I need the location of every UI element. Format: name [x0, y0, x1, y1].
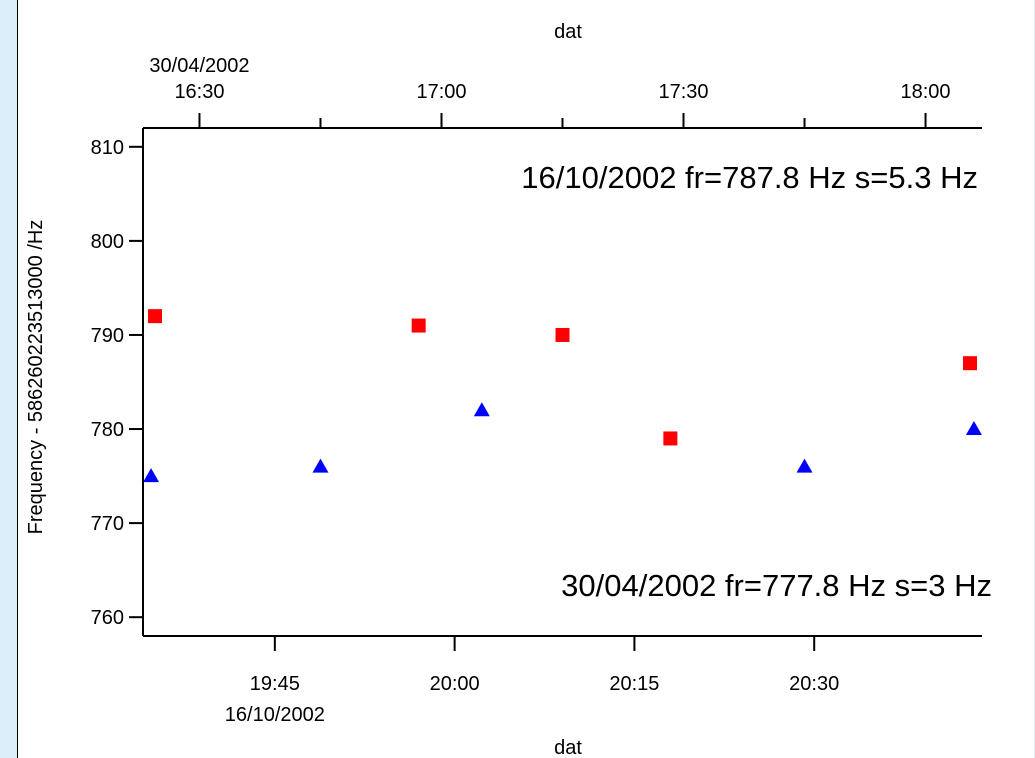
- data-point-triangle: [143, 468, 160, 483]
- bottom-x-tick-label: 20:00: [430, 673, 480, 695]
- data-point-square: [411, 318, 426, 333]
- data-point-square: [963, 356, 978, 371]
- bottom-x-tick-label: 20:15: [609, 673, 659, 695]
- data-point-square: [147, 309, 162, 324]
- y-axis-label: Frequency - 586260223513000 /Hz: [25, 220, 47, 535]
- data-point-square: [663, 431, 678, 446]
- y-tick-label: 770: [91, 513, 124, 535]
- y-tick-label: 790: [91, 325, 124, 347]
- data-markers: [143, 309, 982, 483]
- y-tick-label: 760: [91, 607, 124, 629]
- y-tick-label: 780: [91, 419, 124, 441]
- top-x-date-label: 30/04/2002: [149, 55, 249, 77]
- data-point-triangle: [473, 402, 490, 417]
- bottom-x-date-label: 16/10/2002: [225, 704, 325, 726]
- top-x-axis-label: dat: [554, 21, 582, 43]
- bottom-x-tick-label: 20:30: [789, 673, 839, 695]
- bottom-x-tick-labels: 19:45 20:00 20:15 20:30: [250, 673, 839, 695]
- top-x-tick-label: 17:00: [416, 81, 466, 103]
- series-annotation-blue: 30/04/2002 fr=777.8 Hz s=3 Hz: [561, 568, 992, 603]
- series-annotation-red: 16/10/2002 fr=787.8 Hz s=5.3 Hz: [521, 160, 978, 195]
- chart-frame: 760 770 780 790 800 810 16:30 17:00 17:30 18:00 …: [17, 0, 1034, 758]
- data-point-triangle: [965, 421, 982, 436]
- data-point-triangle: [312, 458, 329, 473]
- top-x-tick-label: 16:30: [174, 81, 224, 103]
- top-x-tick-label: 18:00: [900, 81, 950, 103]
- bottom-x-axis-label: dat: [554, 737, 582, 758]
- data-point-square: [555, 327, 570, 342]
- plot-frame: [142, 127, 982, 637]
- axis-ticks: [129, 113, 927, 651]
- y-tick-labels: 760 770 780 790 800 810: [91, 137, 124, 629]
- y-tick-label: 810: [91, 137, 124, 159]
- top-x-tick-labels: 16:30 17:00 17:30 18:00: [174, 81, 950, 103]
- bottom-x-tick-label: 19:45: [250, 673, 300, 695]
- data-point-triangle: [796, 458, 813, 473]
- y-tick-label: 800: [91, 231, 124, 253]
- top-x-tick-label: 17:30: [658, 81, 708, 103]
